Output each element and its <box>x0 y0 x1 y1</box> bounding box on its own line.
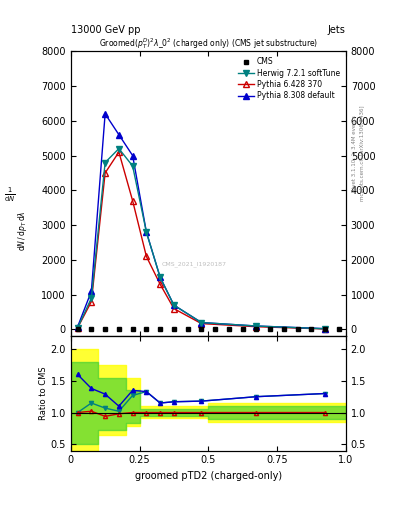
Y-axis label: Ratio to CMS: Ratio to CMS <box>39 367 48 420</box>
CMS <box>309 327 314 333</box>
Title: Groomed$(p_T^D)^2\lambda\_0^2$ (charged only) (CMS jet substructure): Groomed$(p_T^D)^2\lambda\_0^2$ (charged … <box>99 36 318 51</box>
Line: Pythia 6.428 370: Pythia 6.428 370 <box>75 150 328 332</box>
Pythia 8.308 default <box>323 326 328 332</box>
Pythia 8.308 default <box>89 288 94 294</box>
Line: CMS: CMS <box>75 327 341 332</box>
X-axis label: groomed pTD2 (charged-only): groomed pTD2 (charged-only) <box>135 471 282 481</box>
Text: $\frac{1}{\mathrm{d}N}$: $\frac{1}{\mathrm{d}N}$ <box>4 185 15 204</box>
Herwig 7.2.1 softTune <box>116 145 121 152</box>
Text: Jets: Jets <box>328 25 346 35</box>
CMS <box>336 327 341 333</box>
Pythia 8.308 default <box>103 111 108 117</box>
CMS <box>323 327 328 333</box>
CMS <box>89 327 94 333</box>
CMS <box>171 327 176 333</box>
Herwig 7.2.1 softTune <box>130 163 135 169</box>
Herwig 7.2.1 softTune <box>199 319 204 326</box>
Pythia 6.428 370 <box>75 325 80 331</box>
Pythia 6.428 370 <box>89 298 94 305</box>
CMS <box>144 327 149 333</box>
Pythia 6.428 370 <box>130 198 135 204</box>
CMS <box>75 327 80 333</box>
Herwig 7.2.1 softTune <box>144 229 149 235</box>
CMS <box>281 327 286 333</box>
Legend: CMS, Herwig 7.2.1 softTune, Pythia 6.428 370, Pythia 8.308 default: CMS, Herwig 7.2.1 softTune, Pythia 6.428… <box>236 55 342 102</box>
Text: CMS_2021_I1920187: CMS_2021_I1920187 <box>162 261 227 267</box>
Text: $\mathrm{d}N\,/\,\mathrm{d}p_T\,\mathrm{d}\lambda$: $\mathrm{d}N\,/\,\mathrm{d}p_T\,\mathrm{… <box>16 210 29 251</box>
Pythia 8.308 default <box>171 302 176 308</box>
Pythia 8.308 default <box>254 323 259 329</box>
Herwig 7.2.1 softTune <box>158 274 163 281</box>
Pythia 8.308 default <box>130 153 135 159</box>
Herwig 7.2.1 softTune <box>103 159 108 165</box>
CMS <box>240 327 245 333</box>
Text: mcplots.cern.ch [arXiv:1306.3436]: mcplots.cern.ch [arXiv:1306.3436] <box>360 106 365 201</box>
Pythia 6.428 370 <box>171 306 176 312</box>
Text: Rivet 3.1.10, ≥ 3.4M events: Rivet 3.1.10, ≥ 3.4M events <box>352 115 357 192</box>
Pythia 6.428 370 <box>323 326 328 332</box>
CMS <box>295 327 300 333</box>
Pythia 6.428 370 <box>144 253 149 260</box>
Pythia 8.308 default <box>199 319 204 326</box>
Herwig 7.2.1 softTune <box>254 323 259 329</box>
Pythia 6.428 370 <box>158 281 163 287</box>
CMS <box>130 327 135 333</box>
CMS <box>185 327 190 333</box>
Pythia 6.428 370 <box>199 321 204 327</box>
Pythia 8.308 default <box>144 229 149 235</box>
CMS <box>158 327 163 333</box>
Pythia 6.428 370 <box>116 149 121 155</box>
CMS <box>254 327 259 333</box>
CMS <box>268 327 272 333</box>
CMS <box>116 327 121 333</box>
CMS <box>226 327 231 333</box>
CMS <box>103 327 108 333</box>
Pythia 8.308 default <box>158 274 163 281</box>
CMS <box>213 327 218 333</box>
Pythia 6.428 370 <box>103 170 108 176</box>
Text: 13000 GeV pp: 13000 GeV pp <box>71 25 140 35</box>
Herwig 7.2.1 softTune <box>75 325 80 331</box>
Pythia 8.308 default <box>116 132 121 138</box>
Herwig 7.2.1 softTune <box>89 295 94 301</box>
Line: Pythia 8.308 default: Pythia 8.308 default <box>75 111 328 331</box>
Pythia 8.308 default <box>75 324 80 330</box>
Herwig 7.2.1 softTune <box>323 326 328 332</box>
Pythia 6.428 370 <box>254 324 259 330</box>
CMS <box>199 327 204 333</box>
Line: Herwig 7.2.1 softTune: Herwig 7.2.1 softTune <box>75 146 328 332</box>
Herwig 7.2.1 softTune <box>171 302 176 308</box>
